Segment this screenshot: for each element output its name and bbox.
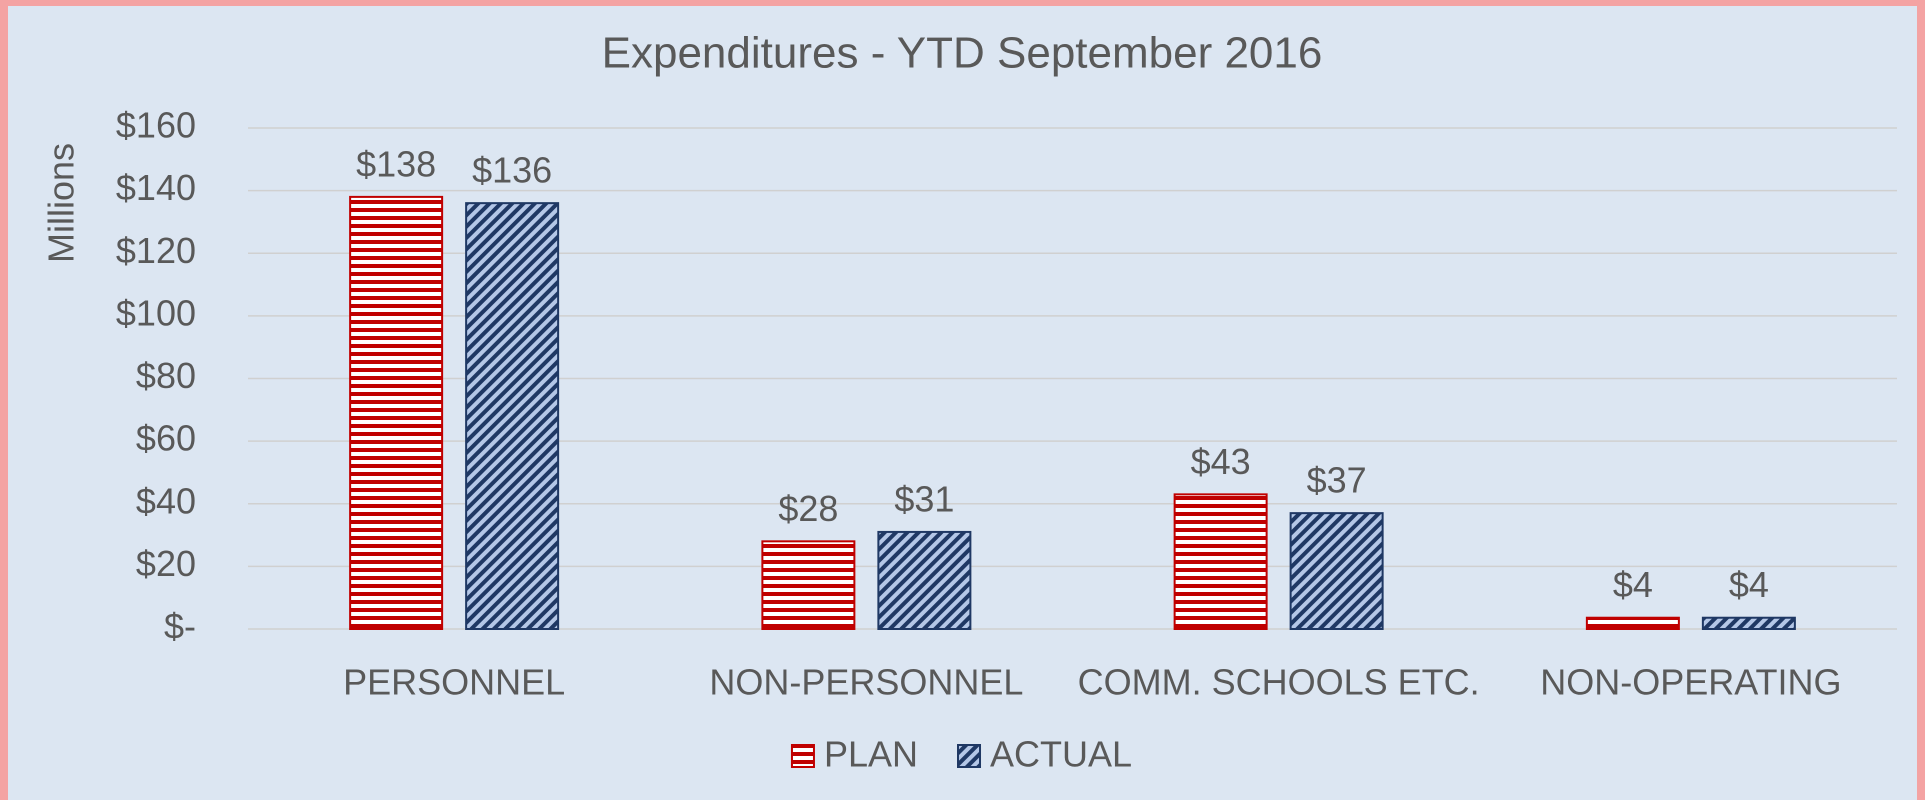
y-axis-label: Millions: [41, 143, 82, 263]
x-tick-label: NON-PERSONNEL: [709, 662, 1023, 703]
data-label: $37: [1307, 460, 1367, 501]
y-tick-label: $160: [116, 105, 196, 146]
data-label: $138: [356, 143, 436, 184]
data-label: $136: [472, 150, 552, 191]
y-tick-label: $120: [116, 230, 196, 271]
legend-swatch: [957, 744, 982, 768]
x-tick-label: COMM. SCHOOLS ETC.: [1078, 662, 1480, 703]
data-label: $4: [1613, 564, 1653, 605]
bar: [349, 195, 444, 630]
bar: [1585, 616, 1680, 630]
y-tick-label: $100: [116, 292, 196, 333]
legend-label: ACTUAL: [990, 734, 1132, 775]
y-tick-label: $80: [136, 355, 196, 396]
y-tick-label: $40: [136, 480, 196, 521]
y-tick-label: $140: [116, 167, 196, 208]
data-label: $43: [1191, 441, 1251, 482]
legend-label: PLAN: [824, 734, 918, 775]
bar: [1289, 512, 1384, 630]
y-tick-label: $20: [136, 543, 196, 584]
bar: [465, 202, 560, 630]
x-tick-label: NON-OPERATING: [1540, 662, 1841, 703]
legend: PLAN ACTUAL: [790, 734, 1132, 775]
background: [8, 6, 1917, 800]
legend-swatch: [790, 744, 815, 768]
data-label: $4: [1729, 564, 1769, 605]
bar: [1701, 616, 1796, 630]
data-label: $28: [778, 488, 838, 529]
bar: [877, 530, 972, 631]
y-tick-label: $-: [164, 606, 196, 647]
data-label: $31: [894, 478, 954, 519]
y-tick-label: $60: [136, 418, 196, 459]
x-tick-label: PERSONNEL: [343, 662, 565, 703]
bar: [761, 540, 856, 631]
chart-title: Expenditures - YTD September 2016: [602, 29, 1323, 78]
bar: [1173, 493, 1268, 631]
